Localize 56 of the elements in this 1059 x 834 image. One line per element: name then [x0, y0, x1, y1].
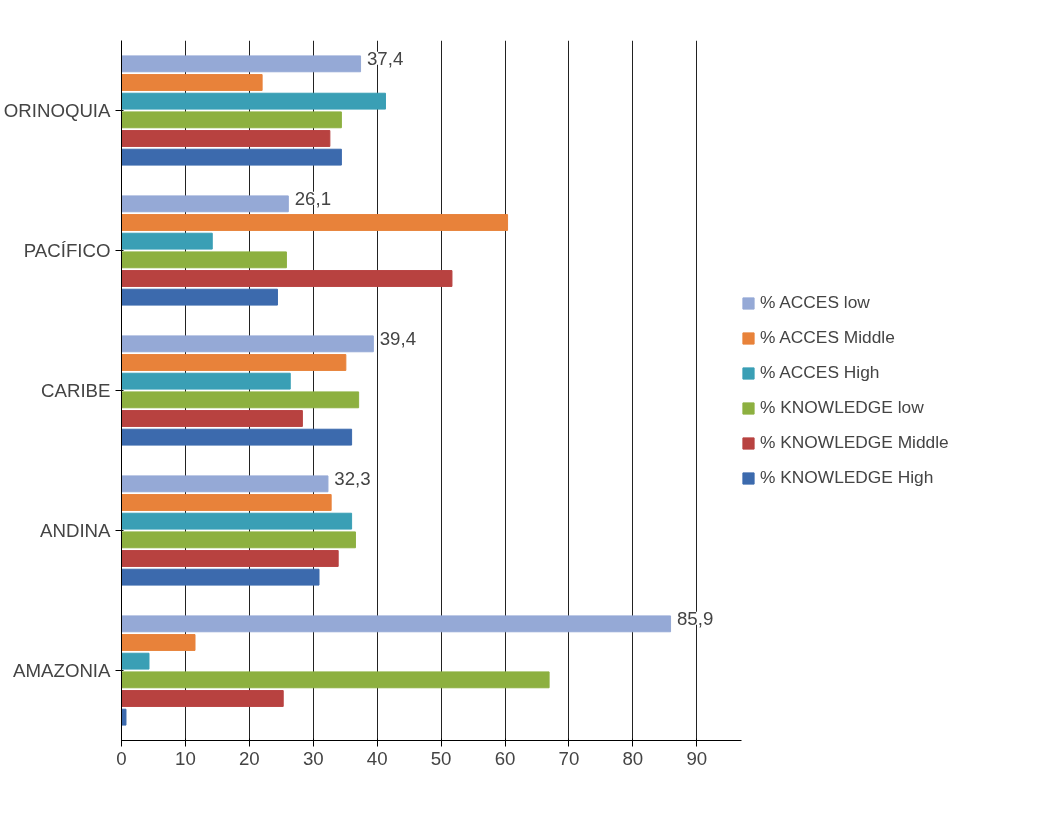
- bar: [121, 615, 672, 633]
- x-tick-label: 20: [238, 747, 260, 769]
- legend-label: % KNOWLEDGE Middle: [760, 432, 949, 453]
- data-label: 85,9: [676, 607, 714, 629]
- bar: [121, 550, 339, 567]
- x-tick-label: 80: [622, 747, 644, 769]
- y-tick-label: ANDINA: [40, 520, 112, 541]
- bar: [121, 428, 353, 446]
- bar: [121, 634, 196, 651]
- bar: [121, 494, 332, 511]
- bar: [121, 270, 453, 287]
- bar: [121, 130, 331, 147]
- data-label: 26,1: [294, 187, 332, 209]
- bar: [121, 690, 284, 707]
- x-tick-label: 0: [116, 747, 127, 769]
- bar: [121, 512, 353, 530]
- bar: [121, 288, 278, 306]
- bar: [121, 195, 289, 213]
- x-tick-label: 10: [175, 747, 196, 769]
- bar: [121, 531, 356, 549]
- bar: [121, 55, 362, 73]
- bar: [121, 708, 127, 726]
- legend-label: % ACCES Middle: [760, 327, 895, 348]
- bar: [121, 475, 329, 493]
- y-tick-label: PACÍFICO: [23, 240, 111, 261]
- x-tick-label: 40: [366, 747, 388, 769]
- bar: [121, 335, 374, 353]
- y-tick-label: ORINOQUIA: [3, 100, 112, 121]
- bar: [121, 568, 320, 586]
- bar: [121, 251, 287, 269]
- data-label: 39,4: [379, 327, 417, 349]
- data-label: 37,4: [366, 47, 404, 69]
- bar: [121, 148, 342, 166]
- bar: [121, 671, 550, 689]
- legend-label: % ACCES low: [760, 292, 870, 313]
- data-label: 32,3: [334, 467, 371, 489]
- x-tick-label: 70: [558, 747, 580, 769]
- bar: [121, 92, 386, 110]
- x-tick-label: 60: [494, 747, 516, 769]
- bar: [121, 214, 509, 231]
- y-tick-label: CARIBE: [41, 380, 111, 401]
- bar: [121, 74, 263, 91]
- x-tick-label: 30: [302, 747, 324, 769]
- y-tick-label: AMAZONIA: [13, 660, 112, 681]
- bar: [121, 391, 360, 409]
- bar: [121, 354, 347, 371]
- legend-label: % ACCES High: [760, 362, 880, 383]
- bar: [121, 111, 342, 129]
- x-tick-label: 50: [430, 747, 452, 769]
- bar: [121, 410, 303, 427]
- x-tick-label: 90: [686, 747, 708, 769]
- bar: [121, 372, 291, 390]
- bar: [121, 652, 150, 670]
- bar: [121, 232, 213, 250]
- legend-label: % KNOWLEDGE High: [760, 467, 934, 488]
- legend-label: % KNOWLEDGE low: [760, 397, 924, 418]
